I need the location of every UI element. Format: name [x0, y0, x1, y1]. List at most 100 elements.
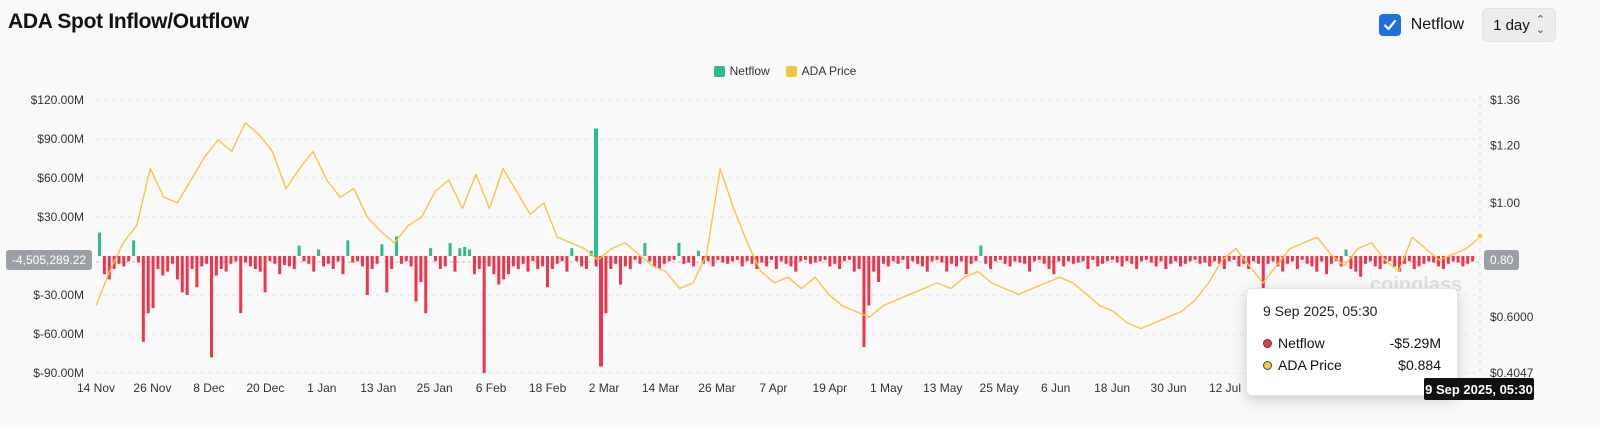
netflow-bar — [141, 256, 145, 342]
netflow-bar — [560, 256, 564, 262]
x-tick-label: 1 May — [870, 381, 903, 395]
netflow-bar — [1295, 256, 1299, 269]
netflow-bar — [950, 256, 954, 264]
x-tick-label: 13 Jan — [360, 381, 396, 395]
netflow-bar — [774, 256, 778, 269]
netflow-bar — [877, 256, 881, 282]
netflow-bar — [945, 256, 949, 272]
netflow-bar — [273, 256, 277, 264]
netflow-bar — [993, 256, 997, 262]
y-right-tick-label: $0.4047 — [1490, 366, 1534, 380]
netflow-bar — [1432, 256, 1436, 263]
netflow-bar — [463, 246, 467, 256]
netflow-bar — [979, 245, 983, 256]
netflow-bar — [1315, 256, 1319, 272]
netflow-bar — [911, 256, 915, 262]
netflow-bar — [765, 256, 769, 267]
netflow-bar — [1042, 256, 1046, 264]
x-tick-label: 25 Jan — [417, 381, 453, 395]
x-tick-label: 1 Jan — [307, 381, 336, 395]
netflow-checkbox[interactable] — [1378, 14, 1401, 36]
x-tick-label: 14 Mar — [642, 381, 679, 395]
netflow-bar — [823, 256, 827, 260]
netflow-bar — [161, 256, 165, 276]
netflow-bar — [857, 256, 861, 269]
netflow-bar — [1364, 256, 1368, 264]
x-tick-label: 18 Jun — [1094, 381, 1130, 395]
netflow-bar — [847, 256, 851, 260]
netflow-bar — [1271, 256, 1275, 262]
netflow-bar — [1003, 256, 1007, 264]
netflow-bar — [477, 256, 481, 269]
x-tick-label: 8 Dec — [193, 381, 224, 395]
netflow-bar — [136, 256, 140, 263]
netflow-bar — [297, 245, 301, 256]
tooltip-dot-price — [1263, 360, 1272, 370]
x-tick-label: 14 Nov — [77, 381, 115, 395]
netflow-bar — [117, 256, 121, 264]
y-right-tick-label: $1.20 — [1490, 139, 1520, 153]
netflow-bar — [321, 256, 326, 267]
netflow-bar — [1329, 256, 1333, 264]
netflow-bar — [974, 256, 978, 262]
netflow-bar — [263, 256, 267, 293]
netflow-bar — [1208, 256, 1212, 267]
netflow-bar — [1028, 256, 1032, 272]
netflow-bar — [1349, 256, 1353, 269]
netflow-bar — [896, 256, 900, 264]
netflow-bar — [1402, 256, 1406, 264]
chart-tooltip: 9 Sep 2025, 05:30 Netflow -$5.29M ADA Pr… — [1246, 288, 1458, 396]
netflow-bar — [1222, 256, 1226, 269]
netflow-bar — [662, 256, 666, 264]
y-left-tick-label: $90.00M — [37, 132, 84, 146]
netflow-bar — [1115, 256, 1119, 263]
netflow-bar — [536, 256, 540, 269]
netflow-bar — [380, 244, 384, 256]
netflow-bar — [657, 256, 661, 269]
netflow-bar — [214, 256, 218, 276]
netflow-bar — [492, 256, 496, 275]
netflow-bar — [1023, 256, 1027, 264]
netflow-bar — [575, 256, 579, 262]
legend-label-netflow: Netflow — [729, 64, 770, 78]
netflow-bar — [1105, 256, 1109, 262]
netflow-bar — [448, 243, 452, 256]
netflow-bar — [989, 256, 993, 269]
netflow-bar — [482, 256, 486, 373]
x-tick-label: 26 Mar — [698, 381, 735, 395]
netflow-bar — [360, 256, 364, 267]
interval-value: 1 day — [1493, 16, 1530, 34]
interval-select[interactable]: 1 day ⌃ ⌄ — [1482, 8, 1556, 42]
netflow-bar — [833, 256, 837, 264]
netflow-bar-spike-outflow — [599, 256, 604, 367]
legend-swatch-netflow — [713, 65, 725, 77]
legend-item-price[interactable]: ADA Price — [785, 64, 856, 78]
netflow-bar — [550, 256, 554, 269]
netflow-bar — [726, 256, 730, 264]
legend-item-netflow[interactable]: Netflow — [713, 64, 770, 78]
netflow-bar — [438, 256, 442, 269]
netflow-bar — [346, 240, 350, 256]
netflow-bar — [1456, 256, 1460, 263]
netflow-bar — [268, 256, 272, 262]
y-left-tick-label: $30.00M — [37, 210, 84, 224]
netflow-bar — [1344, 249, 1348, 256]
netflow-bar — [351, 256, 355, 263]
y-left-tick-label: $-90.00M — [33, 366, 84, 380]
netflow-bar — [760, 256, 764, 263]
netflow-bar — [609, 256, 613, 269]
netflow-bar — [901, 256, 905, 260]
netflow-bar — [594, 256, 598, 267]
netflow-bar — [623, 256, 627, 267]
netflow-bar — [881, 256, 885, 264]
netflow-bar — [643, 243, 647, 256]
netflow-bar — [1130, 256, 1134, 264]
netflow-bar — [1110, 256, 1114, 260]
netflow-bar — [390, 256, 394, 269]
netflow-bar — [1266, 256, 1270, 264]
tooltip-name: Netflow — [1278, 335, 1325, 351]
netflow-bar — [234, 256, 238, 262]
netflow-bar — [1169, 256, 1173, 264]
netflow-bar — [818, 256, 822, 262]
